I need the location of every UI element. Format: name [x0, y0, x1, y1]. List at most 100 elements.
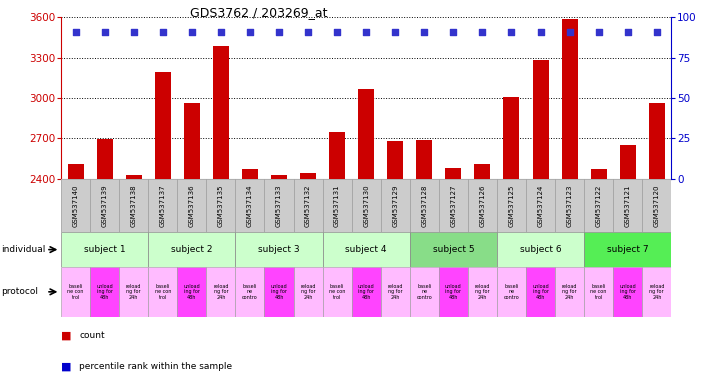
Text: subject 5: subject 5 [432, 245, 474, 254]
Text: GSM537129: GSM537129 [392, 184, 398, 227]
Bar [643, 267, 671, 317]
Text: GSM537134: GSM537134 [247, 184, 253, 227]
Bar [236, 267, 264, 317]
Text: reload
ng for
24h: reload ng for 24h [562, 284, 577, 300]
Text: unload
ing for
48h: unload ing for 48h [271, 284, 287, 300]
Bar [322, 232, 410, 267]
Text: GSM537123: GSM537123 [567, 184, 573, 227]
Point [70, 29, 81, 35]
Bar [613, 267, 643, 317]
Bar [387, 141, 404, 179]
Text: ■: ■ [61, 331, 72, 341]
Bar [439, 179, 468, 232]
Text: GSM537131: GSM537131 [334, 184, 340, 227]
Bar [526, 267, 555, 317]
Bar [148, 232, 236, 267]
Bar [475, 164, 490, 179]
Bar [61, 267, 90, 317]
Text: GSM537135: GSM537135 [218, 184, 224, 227]
Text: baseli
ne con
trol: baseli ne con trol [67, 284, 84, 300]
Text: GSM537130: GSM537130 [363, 184, 369, 227]
Text: unload
ing for
48h: unload ing for 48h [620, 284, 636, 300]
Text: GSM537132: GSM537132 [305, 184, 311, 227]
Point [99, 29, 111, 35]
Text: GSM537127: GSM537127 [450, 184, 457, 227]
Bar [497, 232, 584, 267]
Bar [61, 232, 148, 267]
Bar [649, 103, 665, 179]
Point [419, 29, 430, 35]
Bar [148, 179, 177, 232]
Text: unload
ing for
48h: unload ing for 48h [445, 284, 462, 300]
Point [186, 29, 197, 35]
Text: subject 2: subject 2 [171, 245, 213, 254]
Text: GSM537128: GSM537128 [421, 184, 427, 227]
Text: subject 6: subject 6 [520, 245, 561, 254]
Bar [300, 173, 316, 179]
Bar [329, 132, 345, 179]
Text: baseli
ne con
trol: baseli ne con trol [590, 284, 607, 300]
Point [244, 29, 256, 35]
Text: GSM537138: GSM537138 [131, 184, 136, 227]
Text: reload
ng for
24h: reload ng for 24h [126, 284, 141, 300]
Bar [584, 179, 613, 232]
Text: reload
ng for
24h: reload ng for 24h [388, 284, 403, 300]
Text: baseli
ne con
trol: baseli ne con trol [329, 284, 345, 300]
Text: subject 3: subject 3 [258, 245, 300, 254]
Bar [213, 46, 229, 179]
Text: GSM537139: GSM537139 [102, 184, 108, 227]
Bar [236, 179, 264, 232]
Text: unload
ing for
48h: unload ing for 48h [96, 284, 113, 300]
Bar [358, 89, 374, 179]
Bar [242, 169, 258, 179]
Bar [206, 179, 236, 232]
Text: GSM537125: GSM537125 [508, 184, 515, 227]
Bar [468, 179, 497, 232]
Text: reload
ng for
24h: reload ng for 24h [300, 284, 316, 300]
Bar [526, 179, 555, 232]
Point [389, 29, 401, 35]
Text: GDS3762 / 203269_at: GDS3762 / 203269_at [190, 6, 327, 19]
Bar [177, 267, 206, 317]
Bar [206, 267, 236, 317]
Bar [416, 140, 432, 179]
Bar [148, 267, 177, 317]
Text: GSM537136: GSM537136 [189, 184, 195, 227]
Point [651, 29, 663, 35]
Bar [352, 267, 381, 317]
Bar [126, 175, 141, 179]
Text: reload
ng for
24h: reload ng for 24h [649, 284, 665, 300]
Bar [613, 179, 643, 232]
Bar [352, 179, 381, 232]
Bar [561, 19, 577, 179]
Point [302, 29, 314, 35]
Point [128, 29, 139, 35]
Text: unload
ing for
48h: unload ing for 48h [183, 284, 200, 300]
Bar [503, 97, 520, 179]
Text: GSM537122: GSM537122 [596, 184, 602, 227]
Text: GSM537137: GSM537137 [159, 184, 166, 227]
Point [622, 29, 633, 35]
Bar [322, 267, 352, 317]
Text: count: count [79, 331, 105, 341]
Text: GSM537120: GSM537120 [654, 184, 660, 227]
Bar [591, 169, 607, 179]
Bar [264, 267, 294, 317]
Text: subject 7: subject 7 [607, 245, 648, 254]
Text: individual: individual [1, 245, 46, 254]
Bar [381, 267, 410, 317]
Point [157, 29, 169, 35]
Point [332, 29, 343, 35]
Bar [643, 179, 671, 232]
Text: subject 1: subject 1 [84, 245, 126, 254]
Bar [555, 267, 584, 317]
Text: ■: ■ [61, 362, 72, 372]
Bar [119, 179, 148, 232]
Point [215, 29, 227, 35]
Bar [439, 267, 468, 317]
Bar [236, 232, 322, 267]
Point [477, 29, 488, 35]
Text: protocol: protocol [1, 287, 39, 296]
Text: GSM537140: GSM537140 [73, 184, 78, 227]
Bar [584, 232, 671, 267]
